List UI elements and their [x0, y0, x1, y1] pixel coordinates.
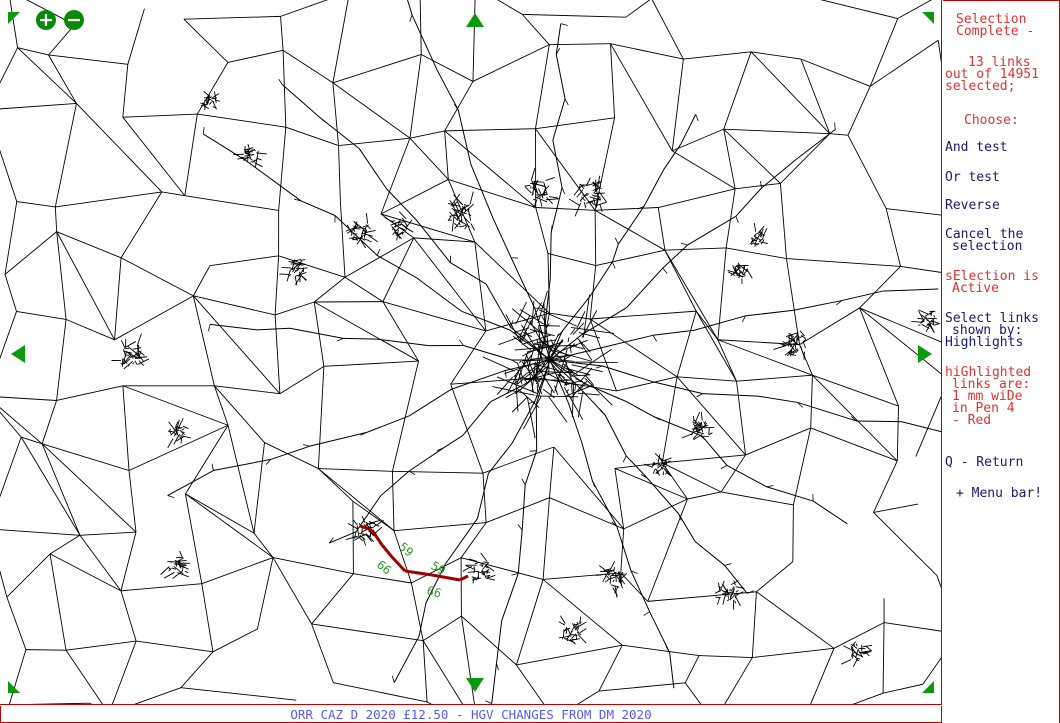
nav-corner-bottom-left[interactable]	[8, 681, 20, 693]
map-canvas[interactable]: 59 59 66 66 + −	[0, 0, 942, 705]
nav-corner-top-right[interactable]	[922, 12, 934, 24]
reverse-label: Reverse	[945, 198, 1000, 213]
select-links-label-3: Highlights	[945, 335, 1024, 350]
and-test-item[interactable]: And test	[945, 140, 1059, 155]
cancel-selection-item[interactable]: Cancel the selection	[945, 227, 1059, 254]
or-test-label: Or test	[945, 170, 1000, 185]
cancel-label-1: Cancel the	[945, 227, 1024, 242]
selected-word: selected;	[945, 79, 1016, 94]
total-count: out of 14951	[945, 67, 1039, 82]
link-label: 59	[429, 558, 449, 577]
return-label: Q - Return	[945, 455, 1024, 470]
nav-corner-top-left[interactable]	[8, 12, 20, 24]
select-links-item[interactable]: Select links shown by: Highlights	[945, 311, 1059, 350]
return-item[interactable]: Q - Return	[945, 455, 1059, 470]
cancel-label-2: selection	[952, 239, 1023, 254]
status-line-2: Complete -	[956, 24, 1035, 39]
link-label: 66	[374, 558, 394, 578]
or-test-item[interactable]: Or test	[945, 170, 1059, 185]
selection-label-2: Active	[952, 281, 999, 296]
pan-left-arrow[interactable]	[11, 345, 25, 363]
zoom-in-icon[interactable]: +	[36, 10, 56, 30]
selected-count: 13 links	[968, 55, 1031, 70]
highlighted-links-item[interactable]: hiGhlighted links are: 1 mm wiDe in Pen …	[945, 365, 1059, 428]
selection-label-1: sElection is	[945, 269, 1039, 284]
zoom-out-icon[interactable]: −	[64, 10, 84, 30]
nav-corner-bottom-right[interactable]	[922, 681, 934, 693]
highlighted-label-1: hiGhlighted	[945, 365, 1032, 380]
highlighted-label-5: - Red	[952, 413, 992, 428]
pan-right-arrow[interactable]	[918, 345, 932, 363]
menu-bar-label: + Menu bar!	[956, 486, 1043, 501]
menu-bar-item[interactable]: + Menu bar!	[956, 486, 1059, 501]
pan-down-arrow[interactable]	[466, 678, 484, 692]
selection-active-item[interactable]: sElection is Active	[945, 269, 1059, 296]
select-links-label-1: Select links	[945, 311, 1039, 326]
highlighted-label-2: links are:	[952, 377, 1031, 392]
highlighted-label-3: 1 mm wiDe	[952, 389, 1023, 404]
selection-panel: Selection Complete - 13 links out of 149…	[943, 0, 1060, 723]
status-line-1: Selection	[956, 12, 1027, 27]
pan-up-arrow[interactable]	[466, 13, 484, 27]
highlighted-label-4: in Pen 4	[952, 401, 1015, 416]
choose-label: Choose:	[964, 113, 1019, 128]
link-label: 59	[396, 540, 416, 560]
and-test-label: And test	[945, 140, 1008, 155]
select-links-label-2: shown by:	[952, 323, 1023, 338]
link-label: 66	[425, 583, 443, 600]
reverse-item[interactable]: Reverse	[945, 198, 1059, 213]
status-bar: ORR CAZ D 2020 £12.50 - HGV CHANGES FROM…	[0, 706, 942, 723]
